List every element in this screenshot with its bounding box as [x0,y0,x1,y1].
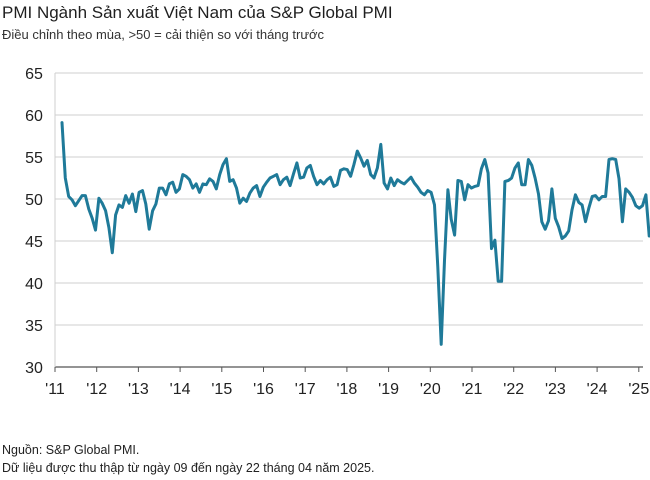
x-tick-label: '18 [336,381,357,398]
chart-subtitle: Điều chỉnh theo mùa, >50 = cải thiện so … [2,27,325,42]
y-axis-ticks: 65 60 55 50 45 40 35 30 [25,66,43,377]
x-tick-label: '11 [45,381,65,398]
y-tick-label: 60 [25,108,43,125]
x-tick-label: '12 [86,381,107,398]
y-tick-label: 50 [25,192,43,209]
source-note: Nguồn: S&P Global PMI. Dữ liệu được thu … [2,441,374,477]
x-tick-label: '24 [587,381,608,398]
x-tick-label: '25 [628,381,649,398]
x-tick-label: '23 [545,381,566,398]
grid-lines [54,72,643,368]
x-tick-label: '15 [211,381,232,398]
x-tick-label: '17 [295,381,316,398]
y-tick-label: 40 [25,276,43,293]
series-line-pmi [60,121,650,346]
x-tick-label: '13 [128,381,149,398]
x-tick-label: '19 [378,381,399,398]
y-tick-label: 55 [25,150,43,167]
y-tick-label: 35 [25,318,43,335]
x-tick-label: '21 [462,381,483,398]
x-axis-ticks: '11 '12 '13 '14 '15 '16 '17 '18 '19 '20 '21 '22 '23 '… [45,367,649,398]
x-tick-label: '16 [253,381,274,398]
chart-title: PMI Ngành Sản xuất Việt Nam của S&P Glob… [2,3,393,22]
x-tick-label: '14 [170,381,191,398]
source-line-2: Dữ liệu được thu thập từ ngày 09 đến ngà… [2,461,375,475]
y-tick-label: 30 [25,360,43,377]
y-tick-label: 45 [25,234,43,251]
source-line-1: Nguồn: S&P Global PMI. [2,443,140,457]
x-tick-label: '20 [420,381,441,398]
x-tick-label: '22 [503,381,524,398]
y-tick-label: 65 [25,66,43,83]
